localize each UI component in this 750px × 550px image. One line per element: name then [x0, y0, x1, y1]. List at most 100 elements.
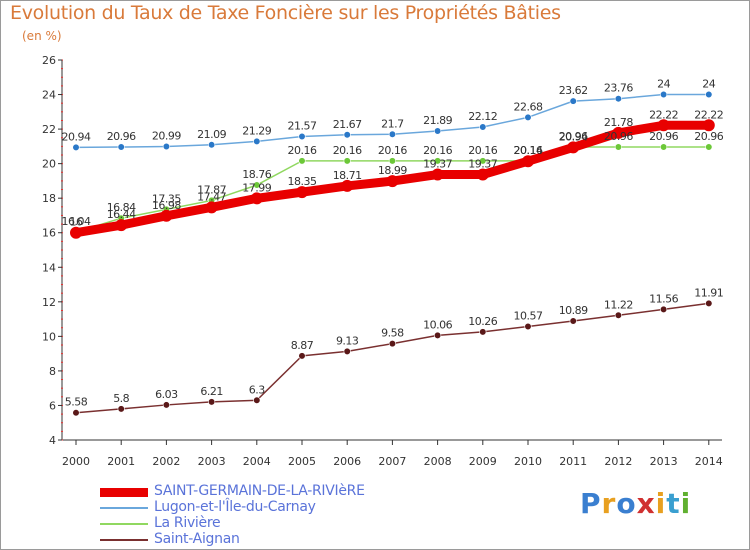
data-point — [388, 340, 397, 348]
data-label: 22.22 — [694, 108, 723, 121]
data-point — [208, 141, 216, 149]
data-point — [296, 186, 308, 199]
data-point — [117, 405, 125, 413]
logo-letter: r — [601, 487, 617, 520]
y-tick-label: 24 — [42, 89, 56, 102]
data-label: 18.99 — [378, 164, 407, 177]
x-tick-label: 2001 — [107, 455, 135, 468]
data-point — [117, 143, 125, 151]
data-point — [434, 331, 442, 339]
logo-letter: P — [580, 487, 602, 520]
data-point — [298, 352, 306, 360]
data-label: 20.99 — [152, 130, 181, 143]
data-label: 18.35 — [288, 175, 317, 188]
data-point — [479, 157, 487, 165]
data-label: 17.35 — [152, 192, 181, 205]
data-point — [569, 97, 577, 105]
data-point — [162, 401, 170, 409]
data-point — [253, 396, 261, 404]
data-point — [115, 219, 128, 232]
legend-swatch — [100, 487, 148, 497]
data-label: 20.94 — [62, 130, 91, 143]
data-point — [434, 157, 442, 165]
data-point — [253, 181, 261, 189]
data-label: 21.78 — [604, 116, 633, 129]
data-point — [298, 132, 306, 141]
data-point — [567, 141, 580, 154]
data-label: 17.99 — [242, 181, 271, 194]
data-label: 20.16 — [288, 144, 317, 157]
y-tick-label: 10 — [42, 330, 56, 343]
x-tick-label: 2004 — [243, 455, 271, 468]
data-label: 16.44 — [107, 208, 136, 221]
data-label: 6.21 — [200, 385, 223, 398]
data-point — [705, 299, 713, 307]
legend-swatch — [100, 507, 148, 509]
legend-swatch — [100, 523, 148, 525]
x-tick-label: 2000 — [62, 455, 90, 468]
line-chart: 4 6 8 10 12 14 16 18 20 22 24 26 2000 2001 2002 2003 200… — [42, 54, 724, 468]
data-label: 17.87 — [197, 183, 226, 196]
data-label: 21.67 — [333, 118, 362, 131]
y-tick-label: 20 — [42, 158, 56, 171]
data-point — [205, 201, 218, 214]
data-point — [659, 90, 668, 99]
data-label: 5.58 — [65, 396, 88, 409]
data-label: 16.84 — [107, 201, 136, 214]
logo-letter: t — [666, 487, 681, 520]
data-point — [72, 143, 80, 151]
legend-swatch — [100, 539, 148, 541]
data-label: 11.22 — [604, 298, 633, 311]
data-point — [343, 157, 351, 165]
legend-label: La Rivière — [154, 515, 221, 531]
logo-letter: i — [680, 487, 692, 520]
data-label: 21.7 — [381, 117, 404, 130]
data-label: 16.98 — [152, 199, 181, 212]
data-label: 6.03 — [155, 388, 178, 401]
data-label: 21.57 — [288, 120, 317, 133]
y-tick-label: 16 — [42, 227, 56, 240]
x-tick-label: 2009 — [469, 455, 497, 468]
data-label: 21.29 — [242, 124, 271, 137]
y-tick-label: 14 — [42, 261, 56, 274]
data-point — [569, 317, 577, 325]
y-tick-label: 8 — [49, 365, 56, 378]
data-point — [386, 175, 399, 188]
data-point — [250, 192, 263, 205]
data-label: 11.56 — [649, 292, 678, 305]
data-point — [705, 143, 713, 151]
chart-title: Evolution du Taux de Taxe Foncière sur l… — [10, 2, 561, 24]
data-label: 18.76 — [242, 168, 271, 181]
data-label: 20.16 — [468, 144, 497, 157]
data-label: 20.16 — [514, 144, 543, 157]
legend-label: Lugon-et-l'Île-du-Carnay — [154, 499, 316, 515]
data-label: 20.96 — [649, 130, 678, 143]
data-label: 20.16 — [423, 144, 452, 157]
data-point — [659, 143, 668, 151]
x-tick-label: 2007 — [378, 455, 406, 468]
legend-label: SAINT-GERMAIN-DE-LA-RIVIèRE — [154, 483, 365, 499]
data-label: 24 — [657, 78, 670, 91]
x-tick-label: 2005 — [288, 455, 316, 468]
data-point — [431, 168, 444, 181]
data-point — [70, 226, 82, 239]
data-label: 24 — [702, 78, 715, 91]
data-label: 16.04 — [62, 215, 91, 228]
y-tick-label: 26 — [42, 54, 56, 67]
data-point — [160, 209, 173, 222]
data-label: 20.96 — [604, 130, 633, 143]
x-tick-label: 2006 — [333, 455, 361, 468]
data-label: 9.58 — [381, 327, 404, 340]
data-point — [476, 168, 489, 181]
data-point — [388, 157, 397, 165]
data-point — [72, 409, 80, 417]
data-label: 19.37 — [423, 158, 452, 171]
data-point — [434, 127, 442, 135]
data-label: 22.12 — [468, 110, 497, 123]
data-label: 11.91 — [694, 286, 723, 299]
data-label: 20.96 — [559, 130, 588, 143]
x-tick-label: 2003 — [198, 455, 226, 468]
data-point — [524, 322, 532, 331]
data-point — [479, 328, 487, 336]
